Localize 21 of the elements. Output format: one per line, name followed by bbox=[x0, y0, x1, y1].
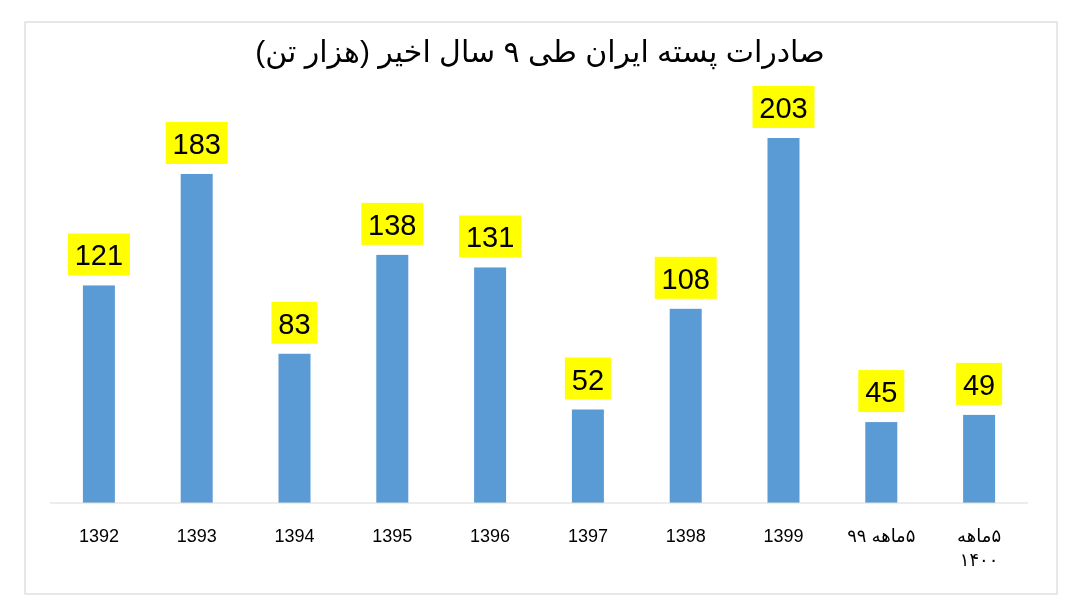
x-tick-label: ۵ماهه ۱۴۰۰ bbox=[957, 526, 1002, 570]
data-label: 83 bbox=[278, 307, 311, 340]
data-label: 203 bbox=[759, 92, 808, 124]
data-label: 45 bbox=[865, 376, 898, 409]
data-label: 131 bbox=[465, 221, 515, 254]
data-label: 183 bbox=[172, 127, 221, 160]
title: صادرات پسته ایران طی ۹ سال اخیر (هزار تن) bbox=[255, 35, 825, 68]
x-tick-label: 1396 bbox=[470, 526, 511, 546]
x-tick-label: 1399 bbox=[763, 526, 804, 546]
data-label: 52 bbox=[571, 363, 605, 396]
x-tick-label: 1394 bbox=[274, 526, 315, 546]
x-tick-label: 1392 bbox=[78, 526, 119, 546]
x-tick-label: 1397 bbox=[567, 526, 608, 546]
data-label: 138 bbox=[368, 208, 417, 241]
data-label: 49 bbox=[962, 368, 996, 401]
data-label: 108 bbox=[661, 262, 710, 295]
x-tick-label: 1393 bbox=[176, 526, 217, 546]
x-tick-label: 1398 bbox=[665, 526, 706, 546]
x-tick-label: 1395 bbox=[372, 526, 413, 546]
data-label: 121 bbox=[74, 239, 124, 272]
x-tick-label: ۵ماهه ۹۹ bbox=[847, 526, 916, 546]
